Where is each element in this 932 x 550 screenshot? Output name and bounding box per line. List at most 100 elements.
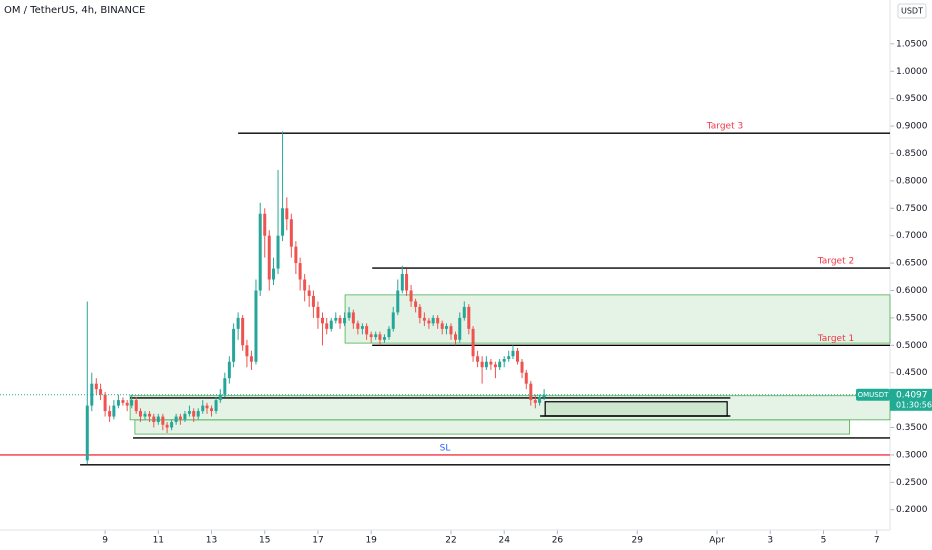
y-tick-label: 0.3000 bbox=[896, 450, 928, 460]
candle-body bbox=[427, 320, 431, 324]
candle-body bbox=[90, 383, 94, 406]
candle-body bbox=[138, 411, 142, 417]
candle-body bbox=[148, 413, 152, 417]
symbol-label: OMUSDT bbox=[858, 391, 890, 399]
chart-title: OM / TetherUS, 4h, BINANCE bbox=[4, 5, 145, 16]
candle-body bbox=[267, 235, 271, 280]
candle-body bbox=[245, 345, 249, 357]
candle-body bbox=[178, 416, 182, 420]
candle-body bbox=[502, 358, 506, 362]
candle-body bbox=[205, 405, 209, 409]
currency-label[interactable]: USDT bbox=[901, 7, 923, 16]
candle-body bbox=[422, 317, 426, 321]
x-tick-label: 29 bbox=[632, 536, 644, 546]
candle-body bbox=[227, 361, 231, 379]
candle-body bbox=[116, 400, 120, 406]
x-tick-label: 13 bbox=[206, 536, 217, 546]
candle-body bbox=[449, 326, 453, 335]
y-tick-label: 0.4500 bbox=[896, 368, 928, 378]
candle-body bbox=[347, 312, 351, 318]
price-label: 0.4097 bbox=[896, 390, 928, 400]
candle-body bbox=[524, 372, 528, 384]
candle-body bbox=[458, 317, 462, 340]
x-tick-label: 26 bbox=[552, 536, 564, 546]
candle-body bbox=[201, 405, 205, 412]
candle-body bbox=[360, 326, 364, 329]
y-tick-label: 0.6500 bbox=[896, 259, 928, 269]
candle-body bbox=[378, 334, 382, 340]
candle-body bbox=[218, 394, 222, 401]
y-tick-label: 1.0000 bbox=[896, 67, 928, 77]
candle-body bbox=[431, 317, 435, 324]
candle-body bbox=[223, 378, 227, 395]
candle-body bbox=[516, 350, 520, 362]
candle-body bbox=[369, 334, 373, 338]
candle-body bbox=[307, 290, 311, 296]
level-label: Target 2 bbox=[817, 257, 854, 267]
candle-body bbox=[529, 383, 533, 401]
candle-body bbox=[85, 405, 89, 461]
symbol-tag bbox=[856, 388, 890, 401]
candle-body bbox=[236, 317, 240, 329]
candle-body bbox=[210, 408, 214, 412]
x-tick-label: 15 bbox=[259, 536, 270, 546]
candle-body bbox=[374, 334, 378, 338]
candle-body bbox=[436, 317, 440, 324]
level-label: Target 1 bbox=[817, 334, 854, 344]
y-tick-label: 0.5000 bbox=[896, 341, 928, 351]
candle-body bbox=[440, 323, 444, 329]
level-label: SL bbox=[440, 443, 451, 453]
candle-body bbox=[130, 400, 134, 406]
candle-body bbox=[272, 268, 276, 280]
price-tag bbox=[890, 388, 932, 411]
y-tick-label: 0.7000 bbox=[896, 231, 928, 241]
candle-body bbox=[276, 235, 280, 269]
candle-body bbox=[338, 317, 342, 324]
candle-body bbox=[298, 263, 302, 280]
y-tick-label: 0.2000 bbox=[896, 505, 928, 515]
candle-body bbox=[444, 326, 448, 329]
candle-body bbox=[192, 411, 196, 417]
y-tick-label: 0.9500 bbox=[896, 94, 928, 104]
candle-body bbox=[484, 361, 488, 368]
candle-body bbox=[170, 422, 174, 428]
x-tick-label: 7 bbox=[874, 536, 880, 546]
candle-body bbox=[476, 356, 480, 362]
candle-body bbox=[467, 306, 471, 329]
candle-body bbox=[382, 337, 386, 340]
candle-body bbox=[387, 328, 391, 338]
candle-body bbox=[542, 394, 546, 398]
candle-body bbox=[249, 356, 253, 362]
zone bbox=[129, 395, 891, 421]
candle-body bbox=[258, 213, 262, 291]
candle-body bbox=[365, 326, 369, 335]
candle-body bbox=[489, 361, 493, 365]
candle-body bbox=[254, 290, 258, 362]
candle-body bbox=[498, 361, 502, 368]
candle-body bbox=[391, 312, 395, 329]
candle-body bbox=[493, 364, 497, 368]
candle-body bbox=[125, 402, 129, 406]
candle-body bbox=[329, 320, 333, 329]
candle-body bbox=[334, 317, 338, 321]
y-tick-label: 0.6000 bbox=[896, 286, 928, 296]
candle-body bbox=[281, 208, 285, 236]
y-tick-label: 0.5500 bbox=[896, 313, 928, 323]
y-tick-label: 0.2500 bbox=[896, 478, 928, 488]
x-tick-label: 5 bbox=[821, 536, 827, 546]
zone bbox=[544, 401, 728, 417]
candle-body bbox=[183, 413, 187, 420]
candle-body bbox=[294, 246, 298, 264]
candle-body bbox=[156, 416, 160, 423]
candle-body bbox=[343, 317, 347, 324]
candle-body bbox=[196, 411, 200, 417]
currency-box[interactable] bbox=[897, 3, 927, 19]
candle-body bbox=[263, 213, 267, 236]
candle-body bbox=[316, 306, 320, 318]
candle-body bbox=[538, 397, 542, 403]
candle-body bbox=[418, 306, 422, 318]
x-tick-label: 19 bbox=[365, 536, 377, 546]
y-tick-label: 0.9000 bbox=[896, 122, 928, 132]
